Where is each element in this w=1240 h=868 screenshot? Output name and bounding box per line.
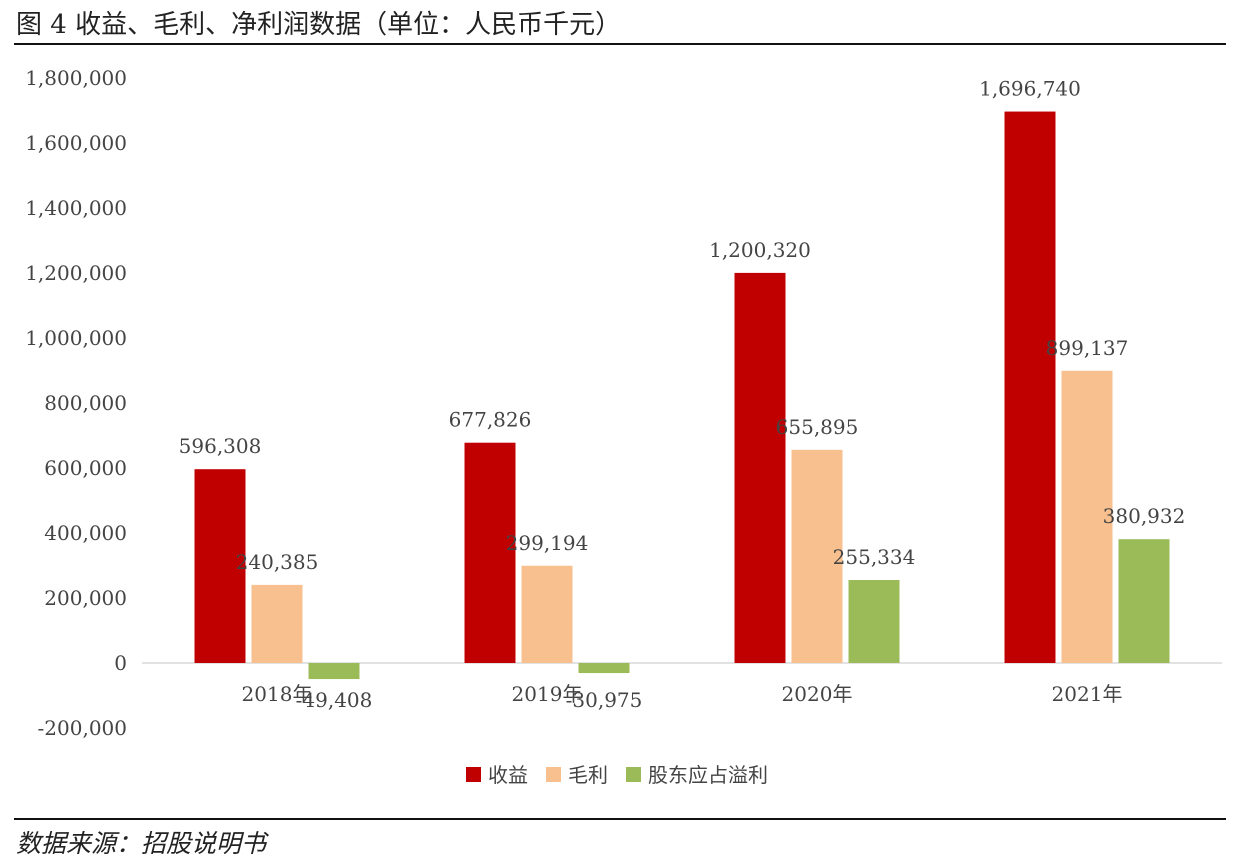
bar-gross-profit [251, 584, 303, 663]
bar-net-profit [578, 663, 630, 674]
x-tick-label: 2019年 [512, 682, 583, 706]
y-tick-label: 1,000,000 [25, 326, 127, 350]
y-tick-label: 1,400,000 [25, 196, 127, 220]
data-label: 299,194 [506, 531, 589, 555]
data-label: 655,895 [776, 415, 859, 439]
x-tick-label: 2021年 [1052, 682, 1123, 706]
data-label: 380,932 [1103, 504, 1186, 528]
bar-gross-profit [1061, 370, 1113, 663]
y-tick-label: 1,600,000 [25, 131, 127, 155]
legend-swatch [466, 767, 481, 782]
data-label: 240,385 [236, 550, 319, 574]
legend-swatch [626, 767, 641, 782]
bar-net-profit [1118, 539, 1170, 663]
bar-gross-profit [791, 449, 843, 663]
legend-label: 股东应占溢利 [648, 763, 768, 787]
bar-gross-profit [521, 565, 573, 663]
legend-label: 毛利 [568, 763, 608, 787]
data-label: 677,826 [449, 408, 532, 432]
y-tick-label: 200,000 [44, 586, 127, 610]
bottom-rule [14, 818, 1226, 820]
legend-label: 收益 [488, 763, 528, 787]
data-label: 1,696,740 [979, 77, 1081, 101]
bar-chart: -200,000 0 200,000 400,000 600,000 800,000 1,0… [25, 66, 1222, 787]
data-label: -30,975 [566, 688, 643, 712]
y-tick-label: 1,200,000 [25, 261, 127, 285]
data-label: 899,137 [1046, 336, 1129, 360]
y-tick-label: 800,000 [44, 391, 127, 415]
source-note: 数据来源：招股说明书 [16, 829, 267, 858]
y-tick-label: 600,000 [44, 456, 127, 480]
y-tick-label: 400,000 [44, 521, 127, 545]
figure-title: 图 4 收益、毛利、净利润数据（单位：人民币千元） [16, 10, 622, 40]
top-rule [14, 43, 1226, 45]
x-tick-label: 2018年 [242, 682, 313, 706]
bar-net-profit [848, 580, 900, 663]
data-label: 596,308 [179, 434, 262, 458]
x-tick-label: 2020年 [782, 682, 853, 706]
legend-swatch [546, 767, 561, 782]
data-label: 1,200,320 [709, 238, 811, 262]
bar-net-profit [308, 663, 360, 680]
bar-revenue [194, 469, 246, 663]
bar-revenue [734, 272, 786, 663]
data-label: -49,408 [296, 688, 373, 712]
data-label: 255,334 [833, 545, 916, 569]
y-tick-label: -200,000 [38, 716, 127, 740]
bar-revenue [464, 442, 516, 663]
y-tick-label: 0 [114, 651, 127, 675]
bar-revenue [1004, 111, 1056, 663]
y-tick-label: 1,800,000 [25, 66, 127, 90]
